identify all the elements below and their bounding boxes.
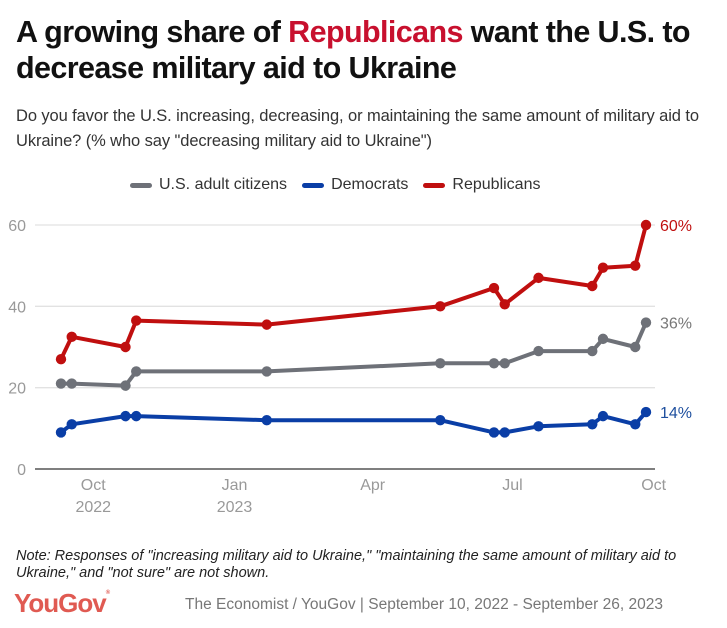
y-tick-label: 0	[17, 462, 26, 479]
data-point-democrats	[488, 427, 500, 438]
data-point-democrats	[66, 419, 77, 430]
end-labels: 36% 14% 60%	[660, 218, 692, 422]
chart-subtitle: Do you favor the U.S. increasing, decrea…	[16, 107, 699, 150]
y-tick-label: 20	[8, 381, 26, 398]
data-point-adults	[533, 345, 544, 357]
data-point-democrats	[435, 415, 446, 426]
x-tick-label: Oct	[81, 477, 106, 494]
logo-text: YouGov	[14, 588, 107, 618]
data-point-democrats	[499, 427, 510, 438]
registered-mark: ®	[105, 590, 111, 596]
x-axis-ticks: Oct 2022 Jan 2023 Apr Jul Oct	[75, 477, 666, 516]
gridlines	[35, 224, 655, 470]
data-point-adults	[120, 380, 131, 391]
x-tick-sublabel: 2023	[217, 499, 253, 516]
line-chart: 0 20 40 60 Oct 2022 Jan 2023 Apr Jul Oct 36% 14% 60…	[8, 218, 692, 516]
title-highlight: Republicans	[288, 15, 463, 49]
data-point-adults	[488, 358, 500, 369]
data-point-adults	[55, 378, 67, 389]
data-point-republicans	[488, 282, 500, 294]
legend-label-democrats: Democrats	[331, 176, 409, 193]
data-point-adults	[66, 378, 77, 389]
y-axis-ticks: 0 20 40 60	[8, 218, 26, 479]
data-point-republicans	[587, 280, 598, 292]
x-tick-label: Jul	[502, 477, 522, 494]
data-point-adults	[587, 345, 598, 357]
chart-title: A growing share of Republicans want the …	[16, 14, 716, 86]
series-group	[55, 219, 652, 438]
legend: U.S. adult citizens Democrats Republican…	[130, 176, 555, 194]
end-label-democrats: 14%	[660, 405, 692, 422]
line-democrats	[59, 410, 648, 435]
data-point-adults	[499, 358, 510, 369]
data-point-adults	[131, 366, 142, 377]
data-point-democrats	[587, 419, 598, 430]
title-before: A growing share of	[16, 15, 289, 49]
data-point-republicans	[640, 219, 652, 231]
series-democrats	[55, 406, 652, 438]
data-point-republicans	[435, 301, 446, 312]
title-after: want the U.S. to decrease military aid t…	[16, 15, 691, 85]
y-tick-label: 40	[8, 299, 26, 316]
data-point-republicans	[120, 341, 131, 353]
x-tick-label: Jan	[222, 477, 248, 494]
x-tick-label: Oct	[641, 477, 666, 494]
line-republicans	[59, 223, 648, 362]
data-point-adults	[261, 366, 272, 377]
data-point-democrats	[261, 415, 272, 426]
data-point-adults	[640, 317, 652, 328]
yougov-logo: YouGov®	[14, 588, 110, 619]
legend-item-democrats: Democrats	[302, 176, 408, 194]
legend-swatch-democrats	[302, 182, 325, 188]
data-point-democrats	[120, 410, 131, 422]
data-point-republicans	[131, 315, 142, 326]
legend-swatch-adults	[130, 182, 152, 188]
data-point-democrats	[630, 419, 641, 430]
end-label-adults: 36%	[660, 316, 692, 333]
data-point-republicans	[261, 319, 272, 330]
legend-label-republicans: Republicans	[452, 176, 541, 193]
data-point-republicans	[55, 354, 67, 365]
legend-item-republicans: Republicans	[423, 176, 540, 194]
data-point-democrats	[640, 406, 652, 418]
series-adults	[55, 317, 652, 391]
chart-source: The Economist / YouGov | September 10, 2…	[185, 596, 663, 613]
chart-note: Note: Responses of "increasing military …	[16, 548, 677, 581]
data-point-democrats	[533, 421, 544, 432]
data-point-democrats	[55, 427, 67, 438]
legend-swatch-republicans	[423, 182, 446, 188]
data-point-republicans	[597, 262, 609, 273]
y-tick-label: 60	[8, 218, 26, 235]
data-point-republicans	[499, 299, 510, 310]
data-point-republicans	[66, 331, 77, 343]
data-point-republicans	[630, 260, 641, 271]
line-adults	[59, 320, 648, 388]
data-point-adults	[597, 333, 609, 345]
x-tick-label: Apr	[360, 477, 386, 494]
data-point-adults	[630, 341, 641, 353]
legend-label-adults: U.S. adult citizens	[159, 176, 288, 193]
series-republicans	[55, 219, 652, 365]
data-point-democrats	[597, 410, 609, 422]
data-point-republicans	[533, 272, 544, 284]
end-label-republicans: 60%	[660, 218, 692, 235]
x-tick-sublabel: 2022	[75, 499, 111, 516]
legend-item-adults: U.S. adult citizens	[130, 176, 287, 194]
data-point-democrats	[131, 410, 142, 422]
data-point-adults	[435, 358, 446, 369]
